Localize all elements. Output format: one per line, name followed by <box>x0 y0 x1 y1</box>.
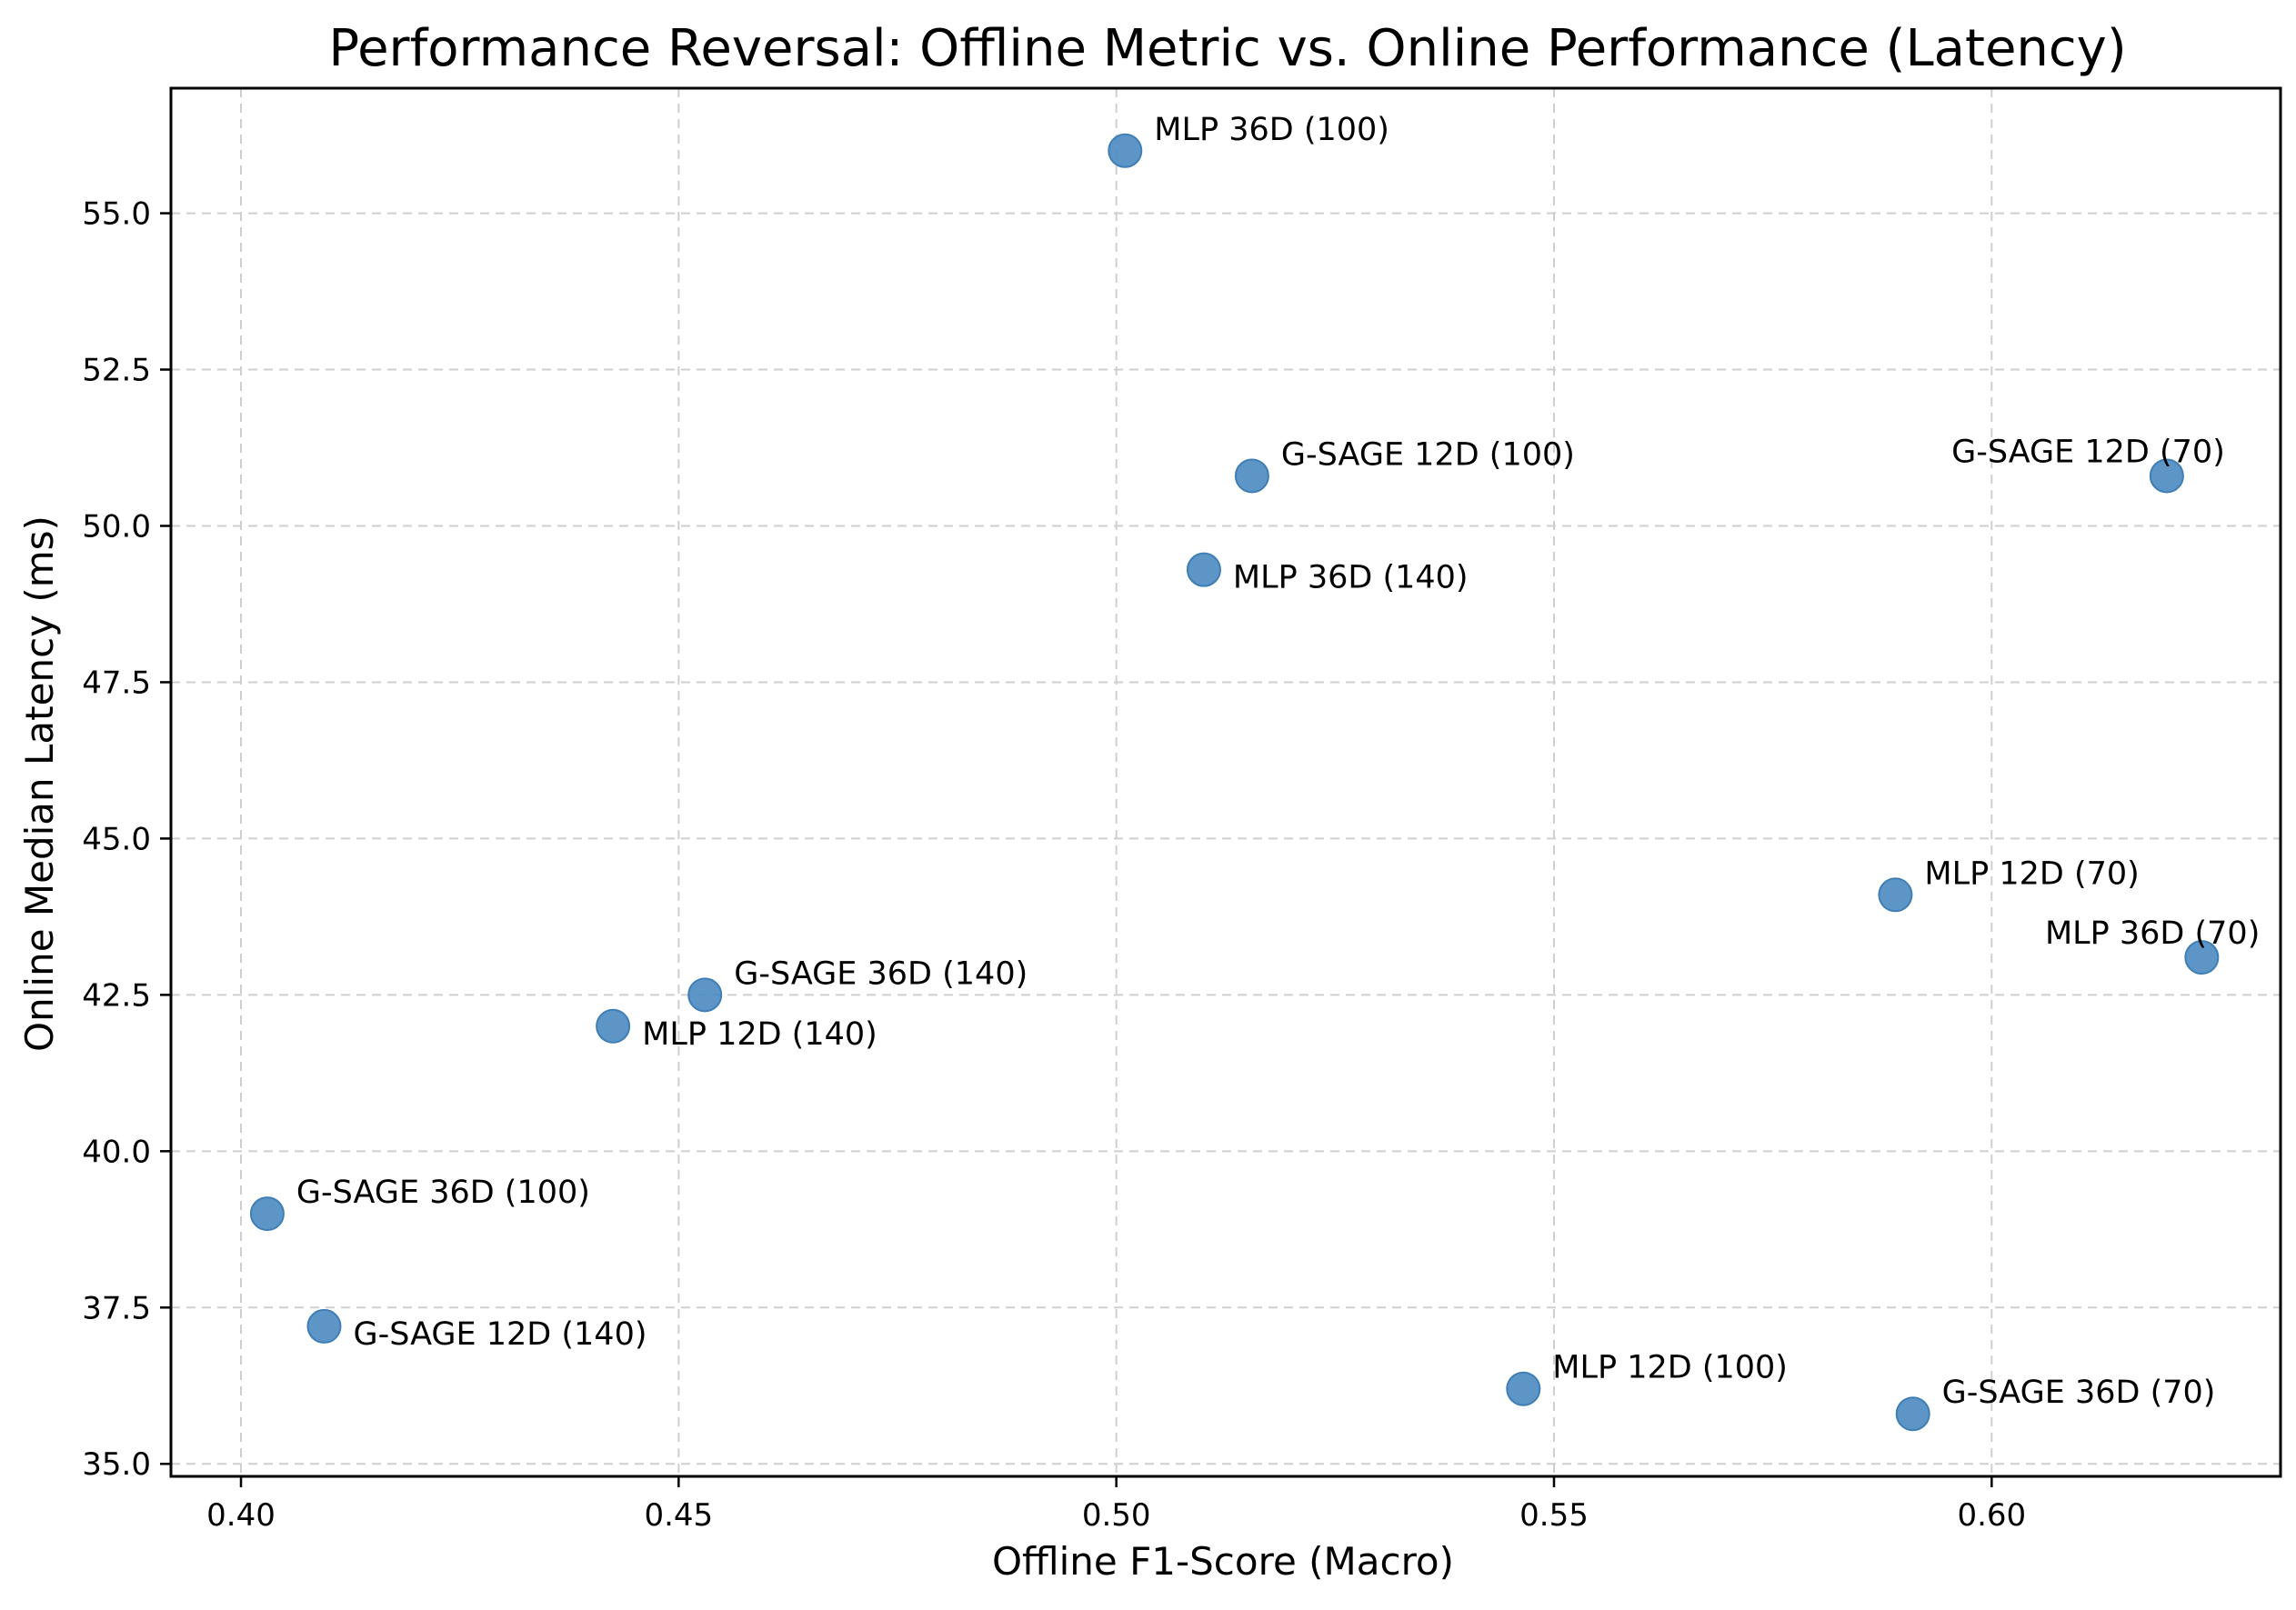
data-point <box>1895 1396 1930 1432</box>
data-point <box>687 977 723 1013</box>
data-point <box>596 1008 631 1044</box>
y-axis-label: Online Median Latency (ms) <box>17 515 62 1052</box>
point-label: MLP 36D (100) <box>1154 112 1389 148</box>
x-tick-label: 0.60 <box>1957 1497 2026 1534</box>
y-tick-label: 40.0 <box>82 1134 151 1170</box>
point-label: G-SAGE 12D (140) <box>353 1316 647 1353</box>
point-label: G-SAGE 12D (70) <box>1951 434 2225 470</box>
grid-lines <box>171 88 2281 1476</box>
plot-frame <box>169 86 2282 1478</box>
y-tick-label: 55.0 <box>82 196 151 233</box>
data-point <box>1186 552 1221 587</box>
y-tick-label: 52.5 <box>82 353 151 389</box>
y-tick-label: 45.0 <box>82 821 151 857</box>
axis-ticks: 0.40 0.45 0.50 0.55 0.60 35.0 37.5 40.0 42.5 45.0… <box>82 196 2026 1534</box>
y-tick-label: 47.5 <box>82 665 151 701</box>
data-point <box>249 1196 285 1232</box>
data-points <box>249 133 2220 1432</box>
point-label: G-SAGE 36D (70) <box>1942 1375 2216 1411</box>
y-tick-label: 37.5 <box>82 1290 151 1326</box>
x-axis-label: Offline F1-Score (Macro) <box>992 1539 1454 1584</box>
x-tick-label: 0.40 <box>206 1497 276 1534</box>
point-labels: MLP 36D (100) G-SAGE 12D (100) MLP 36D (14… <box>296 112 2260 1411</box>
y-tick-label: 50.0 <box>82 508 151 545</box>
x-tick-label: 0.50 <box>1082 1497 1151 1534</box>
data-point <box>1506 1371 1541 1406</box>
x-tick-label: 0.45 <box>644 1497 713 1534</box>
point-label: MLP 12D (70) <box>1924 855 2139 892</box>
data-point <box>1878 877 1913 913</box>
y-tick-label: 35.0 <box>82 1446 151 1483</box>
data-point <box>2149 458 2184 494</box>
point-label: G-SAGE 12D (100) <box>1281 436 1575 473</box>
y-tick-label: 42.5 <box>82 977 151 1014</box>
point-label: MLP 36D (140) <box>1233 560 1469 596</box>
point-label: MLP 36D (70) <box>2045 915 2260 952</box>
x-tick-label: 0.55 <box>1519 1497 1589 1534</box>
data-point <box>306 1308 342 1344</box>
data-point <box>1108 133 1143 168</box>
data-point <box>1234 458 1269 494</box>
point-label: MLP 12D (100) <box>1552 1350 1788 1386</box>
point-label: G-SAGE 36D (100) <box>296 1175 590 1211</box>
data-point <box>2184 940 2220 975</box>
point-label: G-SAGE 36D (140) <box>734 955 1028 992</box>
chart-title: Performance Reversal: Offline Metric vs.… <box>328 19 2126 78</box>
point-label: MLP 12D (140) <box>642 1016 877 1053</box>
